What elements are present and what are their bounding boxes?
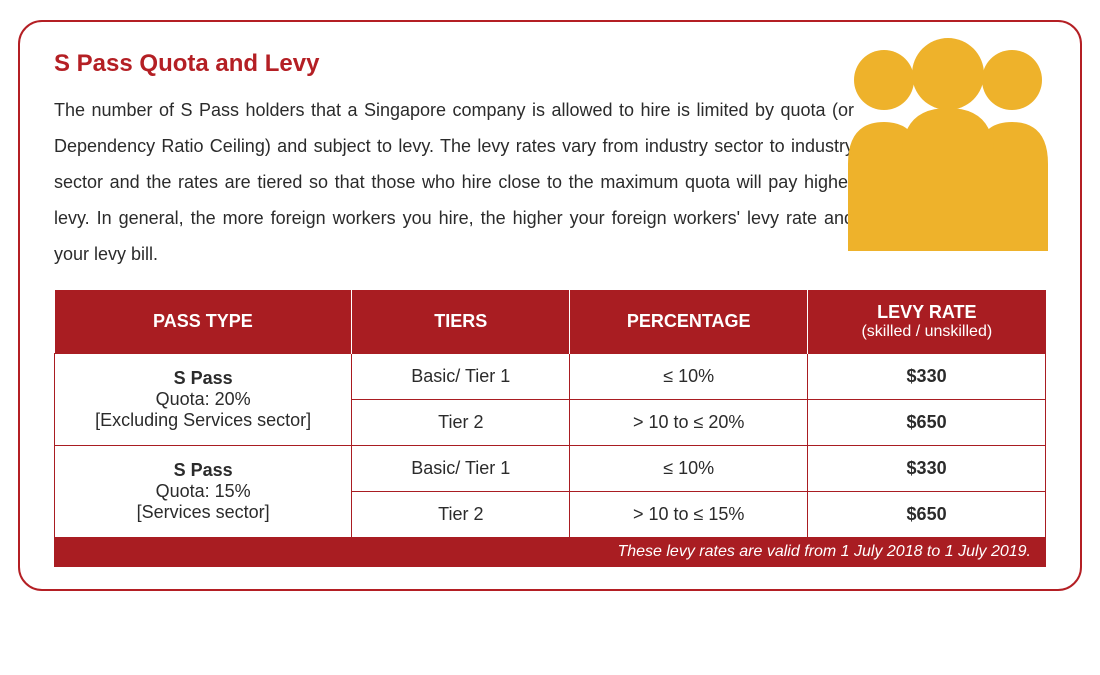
pass-type-cell: S Pass Quota: 20% [Excluding Services se… xyxy=(55,354,352,446)
col-tiers: TIERS xyxy=(352,290,570,354)
pass-quota: Quota: 20% xyxy=(63,389,343,410)
pass-sector: [Excluding Services sector] xyxy=(63,410,343,431)
table-row: S Pass Quota: 15% [Services sector] Basi… xyxy=(55,446,1046,492)
table-header-row: PASS TYPE TIERS PERCENTAGE LEVY RATE (sk… xyxy=(55,290,1046,354)
percentage-cell: > 10 to ≤ 15% xyxy=(570,492,808,538)
section-body: The number of S Pass holders that a Sing… xyxy=(54,92,854,272)
tier-cell: Tier 2 xyxy=(352,400,570,446)
people-group-icon xyxy=(824,36,1072,251)
rate-cell: $330 xyxy=(808,446,1046,492)
levy-table: PASS TYPE TIERS PERCENTAGE LEVY RATE (sk… xyxy=(54,290,1046,567)
pass-name: S Pass xyxy=(63,460,343,481)
tier-cell: Basic/ Tier 1 xyxy=(352,354,570,400)
table-footnote-row: These levy rates are valid from 1 July 2… xyxy=(55,538,1046,567)
percentage-cell: ≤ 10% xyxy=(570,354,808,400)
rate-cell: $650 xyxy=(808,400,1046,446)
rate-cell: $650 xyxy=(808,492,1046,538)
pass-name: S Pass xyxy=(63,368,343,389)
tier-cell: Basic/ Tier 1 xyxy=(352,446,570,492)
table-footnote: These levy rates are valid from 1 July 2… xyxy=(55,538,1046,567)
pass-quota: Quota: 15% xyxy=(63,481,343,502)
pass-type-cell: S Pass Quota: 15% [Services sector] xyxy=(55,446,352,538)
pass-sector: [Services sector] xyxy=(63,502,343,523)
col-levy-rate-sub: (skilled / unskilled) xyxy=(816,323,1037,341)
rate-cell: $330 xyxy=(808,354,1046,400)
col-percentage: PERCENTAGE xyxy=(570,290,808,354)
table-row: S Pass Quota: 20% [Excluding Services se… xyxy=(55,354,1046,400)
col-levy-rate-label: LEVY RATE xyxy=(877,302,976,322)
percentage-cell: > 10 to ≤ 20% xyxy=(570,400,808,446)
info-card: S Pass Quota and Levy The number of S Pa… xyxy=(18,20,1082,591)
col-levy-rate: LEVY RATE (skilled / unskilled) xyxy=(808,290,1046,354)
col-pass-type: PASS TYPE xyxy=(55,290,352,354)
percentage-cell: ≤ 10% xyxy=(570,446,808,492)
tier-cell: Tier 2 xyxy=(352,492,570,538)
